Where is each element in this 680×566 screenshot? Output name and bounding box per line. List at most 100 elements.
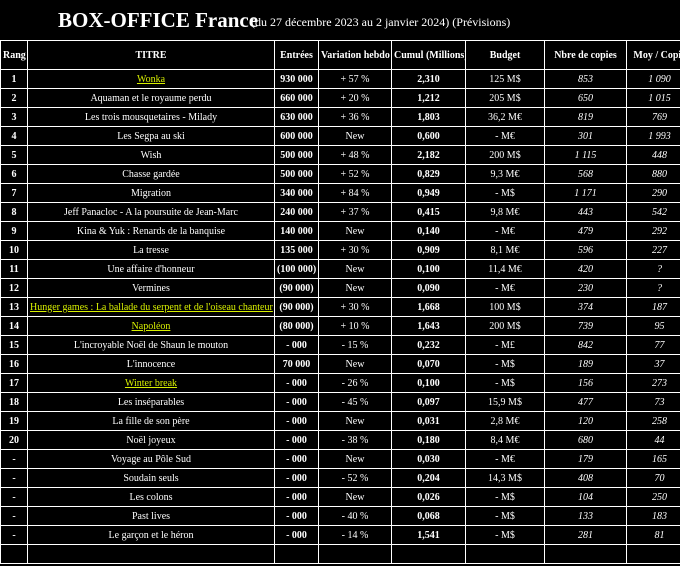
average-cell: 77 [626, 335, 680, 355]
entries-cell: - 000 [274, 525, 319, 545]
title-cell: Past lives [27, 506, 275, 526]
average-cell: 44 [626, 430, 680, 450]
entries-cell: 660 000 [274, 88, 319, 108]
copies-cell: 301 [544, 126, 627, 146]
movie-title-link[interactable]: Hunger games : La ballade du serpent et … [30, 301, 273, 313]
budget-cell: 8,4 M€ [465, 430, 545, 450]
entries-cell: - 000 [274, 430, 319, 450]
title-cell: Les inséparables [27, 392, 275, 412]
entries-cell [274, 544, 319, 564]
entries-cell: (80 000) [274, 316, 319, 336]
cumulative-cell: 2,310 [391, 69, 466, 89]
entries-cell: - 000 [274, 335, 319, 355]
variation-cell: + 52 % [318, 164, 392, 184]
cumulative-cell: 1,668 [391, 297, 466, 317]
rank-cell: 8 [0, 202, 28, 222]
table-row: 18 Les inséparables - 000- 45 % 0,097 15,9 M… [0, 392, 680, 412]
cumulative-cell: 0,090 [391, 278, 466, 298]
rank-cell: 7 [0, 183, 28, 203]
entries-cell: 630 000 [274, 107, 319, 127]
budget-cell: 11,4 M€ [465, 259, 545, 279]
cumulative-cell: 0,068 [391, 506, 466, 526]
table-row: 6 Chasse gardée 500 000 + 52 % 0,829 9,3 M€ 56… [0, 164, 680, 184]
rank-cell: 19 [0, 411, 28, 431]
title-cell: Winter break [27, 373, 275, 393]
rank-cell: 16 [0, 354, 28, 374]
entries-cell: (100 000) [274, 259, 319, 279]
average-cell: 542 [626, 202, 680, 222]
copies-cell: 477 [544, 392, 627, 412]
cumulative-cell: 0,100 [391, 259, 466, 279]
table-row: 8 Jeff Panacloc - A la poursuite de Jean-… [0, 202, 680, 222]
average-cell: 448 [626, 145, 680, 165]
column-header-rang: Rang [0, 40, 28, 70]
average-cell: 81 [626, 525, 680, 545]
table-row: - Soudain seuls - 000- 52 % 0,204 14,3 M$ 408… [0, 468, 680, 488]
rank-cell: 9 [0, 221, 28, 241]
cumulative-cell: 0,600 [391, 126, 466, 146]
copies-cell: 819 [544, 107, 627, 127]
title-cell: Le garçon et le héron [27, 525, 275, 545]
table-row: 15 L'incroyable Noël de Shaun le mouton - … [0, 335, 680, 355]
rank-cell: 1 [0, 69, 28, 89]
average-cell: 95 [626, 316, 680, 336]
table-row [0, 544, 680, 564]
copies-cell: 120 [544, 411, 627, 431]
average-cell: 880 [626, 164, 680, 184]
table-row: 13 Hunger games : La ballade du serpent e… [0, 297, 680, 317]
variation-cell: + 30 % [318, 297, 392, 317]
table-row: 11 Une affaire d'honneur (100 000) New 0,100… [0, 259, 680, 279]
copies-cell: 408 [544, 468, 627, 488]
average-cell: 1 015 [626, 88, 680, 108]
title-cell: Les colons [27, 487, 275, 507]
title-cell: Wish [27, 145, 275, 165]
variation-cell: + 84 % [318, 183, 392, 203]
rank-cell: - [0, 506, 28, 526]
title-cell [27, 544, 275, 564]
average-cell: ? [626, 278, 680, 298]
movie-title-link[interactable]: Wonka [136, 73, 166, 85]
title-cell: Hunger games : La ballade du serpent et … [27, 297, 275, 317]
variation-cell: New [318, 259, 392, 279]
average-cell: 37 [626, 354, 680, 374]
variation-cell: - 15 % [318, 335, 392, 355]
title-cell: Vermines [27, 278, 275, 298]
table-row: 5 Wish 500 000 + 48 % 2,182 200 M$ 1 115 448 [0, 145, 680, 165]
copies-cell: 650 [544, 88, 627, 108]
title-cell: Napoléon [27, 316, 275, 336]
cumulative-cell: 1,541 [391, 525, 466, 545]
rank-cell: - [0, 449, 28, 469]
average-cell: 165 [626, 449, 680, 469]
column-header-moy: Moy / Copie [626, 40, 680, 70]
entries-cell: 140 000 [274, 221, 319, 241]
variation-cell: - 40 % [318, 506, 392, 526]
budget-cell: 2,8 M€ [465, 411, 545, 431]
rank-cell: 2 [0, 88, 28, 108]
entries-cell: 600 000 [274, 126, 319, 146]
copies-cell: 230 [544, 278, 627, 298]
budget-cell: - M$ [465, 525, 545, 545]
entries-cell: 930 000 [274, 69, 319, 89]
title-cell: Kina & Yuk : Renards de la banquise [27, 221, 275, 241]
cumulative-cell: 2,182 [391, 145, 466, 165]
budget-cell: 9,3 M€ [465, 164, 545, 184]
box-office-table: Rang TITRE Entrées Variation hebdo Cumul… [0, 40, 680, 564]
movie-title-link[interactable]: Winter break [124, 377, 178, 389]
title-cell: L'innocence [27, 354, 275, 374]
cumulative-cell: 0,030 [391, 449, 466, 469]
table-row: 19 La fille de son père - 000 New 0,031 2,8 M… [0, 411, 680, 431]
cumulative-cell: 0,232 [391, 335, 466, 355]
copies-cell: 281 [544, 525, 627, 545]
rank-cell: 17 [0, 373, 28, 393]
movie-title-link[interactable]: Napoléon [131, 320, 171, 332]
rank-cell: 5 [0, 145, 28, 165]
cumulative-cell [391, 544, 466, 564]
entries-cell: - 000 [274, 373, 319, 393]
copies-cell: 680 [544, 430, 627, 450]
table-header-row: Rang TITRE Entrées Variation hebdo Cumul… [0, 40, 680, 70]
copies-cell: 739 [544, 316, 627, 336]
budget-cell: - M€ [465, 221, 545, 241]
budget-cell: - M$ [465, 487, 545, 507]
cumulative-cell: 1,212 [391, 88, 466, 108]
copies-cell: 156 [544, 373, 627, 393]
